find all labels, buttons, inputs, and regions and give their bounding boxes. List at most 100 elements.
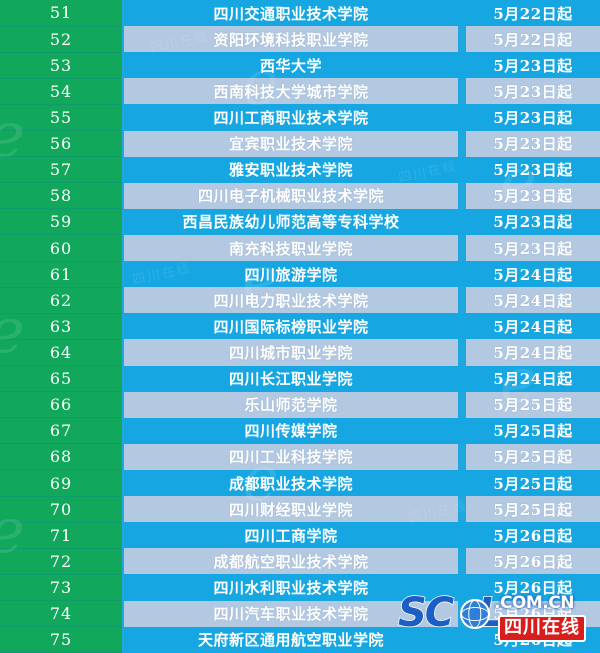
school-name-cell: 四川交通职业技术学院 xyxy=(124,0,458,27)
row-number-cell: 59 xyxy=(0,208,122,236)
table-row: 53 西华大学 5月23日起 xyxy=(0,52,600,79)
return-date-cell: 5月23日起 xyxy=(466,182,600,209)
table-row: 54 西南科技大学城市学院 5月23日起 xyxy=(0,78,600,105)
column-gap xyxy=(122,104,124,131)
column-separator xyxy=(458,444,466,470)
column-separator xyxy=(458,313,466,340)
school-name-cell: 四川传媒学院 xyxy=(124,417,458,444)
row-number-cell: 69 xyxy=(0,469,122,497)
return-date-cell: 5月23日起 xyxy=(466,156,600,183)
school-name-cell: 四川长江职业学院 xyxy=(124,365,458,392)
column-separator xyxy=(458,392,466,418)
school-name-cell: 西昌民族幼儿师范高等专科学校 xyxy=(124,208,458,235)
school-name-cell: 乐山师范学院 xyxy=(124,391,458,418)
table-row: 60 南充科技职业学院 5月23日起 xyxy=(0,234,600,262)
school-name-cell: 成都职业技术学院 xyxy=(124,469,458,497)
school-name-cell: 雅安职业技术学院 xyxy=(124,156,458,183)
table-row: 67 四川传媒学院 5月25日起 xyxy=(0,417,600,445)
column-separator xyxy=(458,287,466,313)
return-date-cell: 5月23日起 xyxy=(466,104,600,131)
table-row: 59 西昌民族幼儿师范高等专科学校 5月23日起 xyxy=(0,208,600,236)
column-separator xyxy=(458,496,466,522)
return-date-cell: 5月24日起 xyxy=(466,339,600,366)
column-separator xyxy=(458,131,466,157)
table-row: 68 四川工业科技学院 5月25日起 xyxy=(0,443,600,471)
scol-chinese-name: 四川在线 xyxy=(498,615,586,642)
return-date-cell: 5月22日起 xyxy=(466,0,600,27)
return-date-cell: 5月23日起 xyxy=(466,130,600,157)
school-name-cell: 四川旅游学院 xyxy=(124,261,458,288)
return-date-cell: 5月23日起 xyxy=(466,52,600,79)
return-date-cell: 5月22日起 xyxy=(466,26,600,53)
return-date-cell: 5月25日起 xyxy=(466,496,600,523)
column-gap xyxy=(122,313,124,340)
scol-logo: SCoL .COM.CN 四川在线 xyxy=(397,590,594,645)
school-name-cell: 资阳环境科技职业学院 xyxy=(124,26,458,53)
column-separator xyxy=(458,417,466,444)
row-number-cell: 73 xyxy=(0,574,122,602)
table-row: 63 四川国际标榜职业学院 5月24日起 xyxy=(0,313,600,340)
column-gap xyxy=(122,208,124,235)
school-name-cell: 天府新区通用航空职业学院 xyxy=(124,626,458,653)
school-name-cell: 四川工商职业技术学院 xyxy=(124,104,458,131)
school-name-cell: 四川城市职业学院 xyxy=(124,339,458,366)
return-date-cell: 5月25日起 xyxy=(466,417,600,444)
column-separator xyxy=(458,235,466,261)
row-number-cell: 70 xyxy=(0,496,122,523)
column-gap xyxy=(122,496,124,523)
return-date-cell: 5月24日起 xyxy=(466,287,600,314)
column-gap xyxy=(122,469,124,497)
column-gap xyxy=(122,52,124,79)
column-gap xyxy=(122,574,124,601)
row-number-cell: 57 xyxy=(0,156,122,184)
column-separator xyxy=(458,0,466,27)
globe-icon xyxy=(460,599,490,629)
row-number-cell: 75 xyxy=(0,626,122,653)
row-number-cell: 63 xyxy=(0,313,122,340)
row-number-cell: 53 xyxy=(0,52,122,79)
column-gap xyxy=(122,548,124,575)
column-separator xyxy=(458,261,466,288)
column-gap xyxy=(122,0,124,27)
column-gap xyxy=(122,78,124,105)
return-date-cell: 5月25日起 xyxy=(466,469,600,497)
column-gap xyxy=(122,261,124,288)
school-name-cell: 四川电力职业技术学院 xyxy=(124,287,458,314)
table-row: 55 四川工商职业技术学院 5月23日起 xyxy=(0,104,600,132)
school-name-cell: 四川汽车职业技术学院 xyxy=(124,600,458,627)
table-row: 66 乐山师范学院 5月25日起 xyxy=(0,391,600,419)
column-gap xyxy=(122,26,124,53)
row-number-cell: 52 xyxy=(0,26,122,53)
row-number-cell: 58 xyxy=(0,182,122,210)
column-separator xyxy=(458,365,466,392)
column-gap xyxy=(122,522,124,549)
row-number-cell: 64 xyxy=(0,339,122,367)
school-name-cell: 四川工商学院 xyxy=(124,522,458,549)
table-row: 73 四川水利职业技术学院 5月26日起 xyxy=(0,574,600,602)
row-number-cell: 71 xyxy=(0,522,122,549)
column-separator xyxy=(458,339,466,365)
table-row: 56 宜宾职业技术学院 5月23日起 xyxy=(0,130,600,158)
school-name-cell: 四川水利职业技术学院 xyxy=(124,574,458,601)
column-gap xyxy=(122,626,124,653)
row-number-cell: 60 xyxy=(0,234,122,262)
column-separator xyxy=(458,52,466,79)
scol-wordmark-head: SC xyxy=(397,590,455,636)
school-name-cell: 四川财经职业学院 xyxy=(124,496,458,523)
return-date-cell: 5月26日起 xyxy=(466,522,600,549)
table-row: 61 四川旅游学院 5月24日起 xyxy=(0,261,600,288)
return-date-cell: 5月24日起 xyxy=(466,261,600,288)
return-date-cell: 5月26日起 xyxy=(466,574,600,601)
table-row: 51 四川交通职业技术学院 5月22日起 xyxy=(0,0,600,27)
row-number-cell: 54 xyxy=(0,78,122,105)
school-name-cell: 宜宾职业技术学院 xyxy=(124,130,458,157)
row-number-cell: 56 xyxy=(0,130,122,158)
table-row: 65 四川长江职业学院 5月24日起 xyxy=(0,365,600,393)
school-name-cell: 西南科技大学城市学院 xyxy=(124,78,458,105)
row-number-cell: 65 xyxy=(0,365,122,393)
column-gap xyxy=(122,365,124,392)
school-name-cell: 四川电子机械职业技术学院 xyxy=(124,182,458,209)
